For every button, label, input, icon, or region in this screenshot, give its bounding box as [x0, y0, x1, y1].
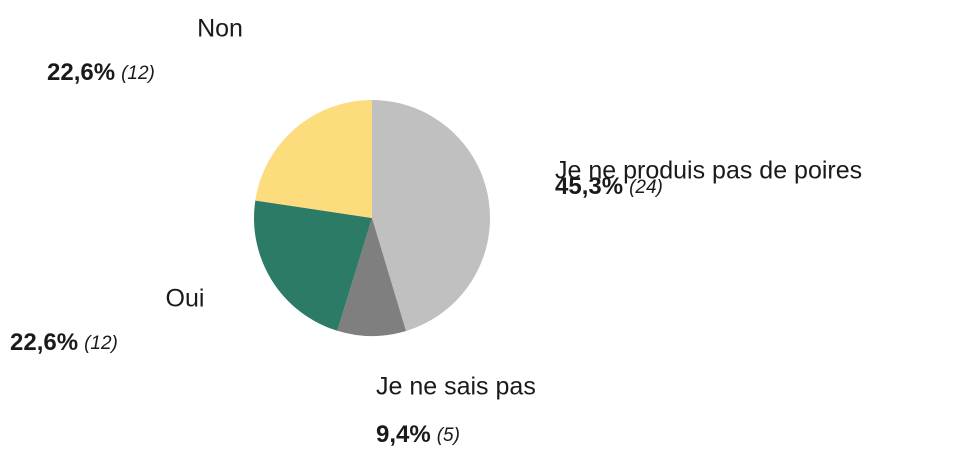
category-label: Je ne produis pas de poires [555, 157, 862, 185]
category-label: Non [197, 15, 243, 43]
percent-label: 45,3% [555, 173, 623, 200]
category-label: Oui [166, 285, 205, 313]
pie-slice [372, 100, 491, 331]
count-label: (12) [84, 333, 118, 354]
percent-label: 22,6% [47, 59, 115, 86]
count-label: (12) [121, 63, 155, 84]
value-label-line: 22,6% (12) [47, 59, 155, 86]
value-label-line: 45,3% (24) [555, 173, 663, 200]
pie-slice [255, 100, 372, 218]
value-label-line: 9,4% (5) [376, 421, 460, 448]
value-label-line: 22,6% (12) [10, 329, 118, 356]
pie-slice [337, 218, 407, 336]
percent-label: 22,6% [10, 329, 78, 356]
pie-slice [254, 200, 372, 331]
count-label: (24) [629, 177, 663, 198]
percent-label: 9,4% [376, 421, 431, 448]
count-label: (5) [437, 425, 460, 446]
category-label: Je ne sais pas [376, 373, 536, 401]
